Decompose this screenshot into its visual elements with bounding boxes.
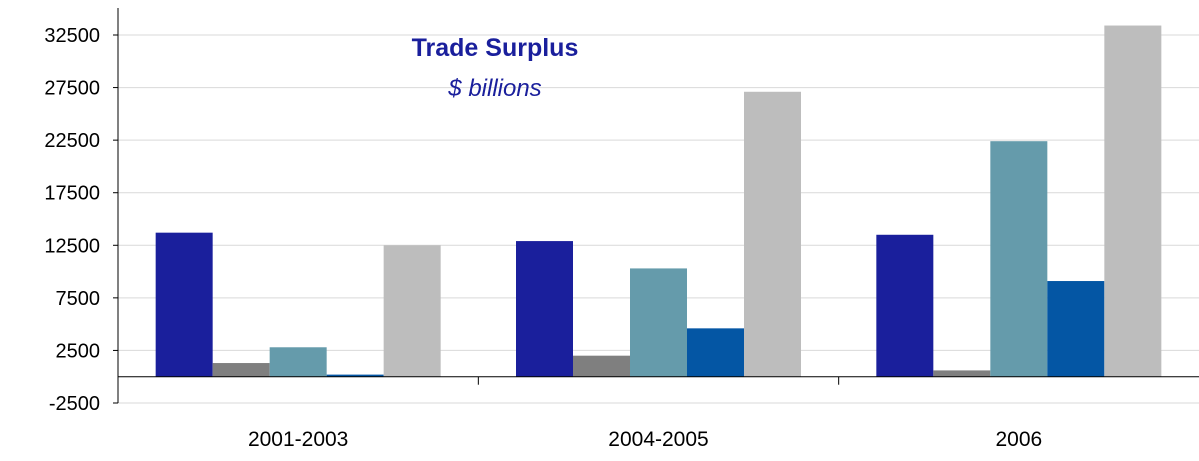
y-tick-label: 27500 (44, 78, 100, 100)
category-label: 2004-2005 (608, 428, 708, 451)
bar (326, 374, 384, 377)
bar (990, 141, 1048, 377)
bar (630, 268, 687, 377)
axes (117, 8, 1199, 403)
y-tick-label: 32500 (44, 25, 100, 47)
bar (744, 91, 801, 377)
bar (1104, 25, 1162, 377)
bars (155, 25, 1162, 377)
y-tick-label: -2500 (49, 393, 100, 415)
category-labels: 2001-2003 2004-2005 2006 (248, 428, 1042, 451)
y-tick-label: 22500 (44, 130, 100, 152)
chart-title: Trade Surplus (412, 34, 579, 62)
bar (573, 355, 630, 377)
x-axis-ticks (477, 376, 840, 385)
bar (933, 370, 991, 377)
category-label: 2006 (995, 428, 1042, 451)
bar (516, 241, 573, 377)
chart-subtitle: $ billions (447, 75, 541, 102)
bar (155, 232, 213, 377)
y-tick-label: 2500 (56, 340, 101, 362)
bar (212, 363, 270, 377)
category-label: 2001-2003 (248, 428, 348, 451)
bar (269, 347, 327, 377)
bar (1047, 281, 1105, 377)
bar (876, 234, 934, 377)
bar (383, 245, 441, 377)
y-tick-label: 17500 (44, 183, 100, 205)
y-tick-label: 12500 (44, 235, 100, 257)
y-tick-labels: -2500 2500 7500 12500 17500 22500 27500 32500 (44, 25, 118, 415)
bar (687, 328, 744, 377)
y-tick-label: 7500 (56, 288, 101, 310)
